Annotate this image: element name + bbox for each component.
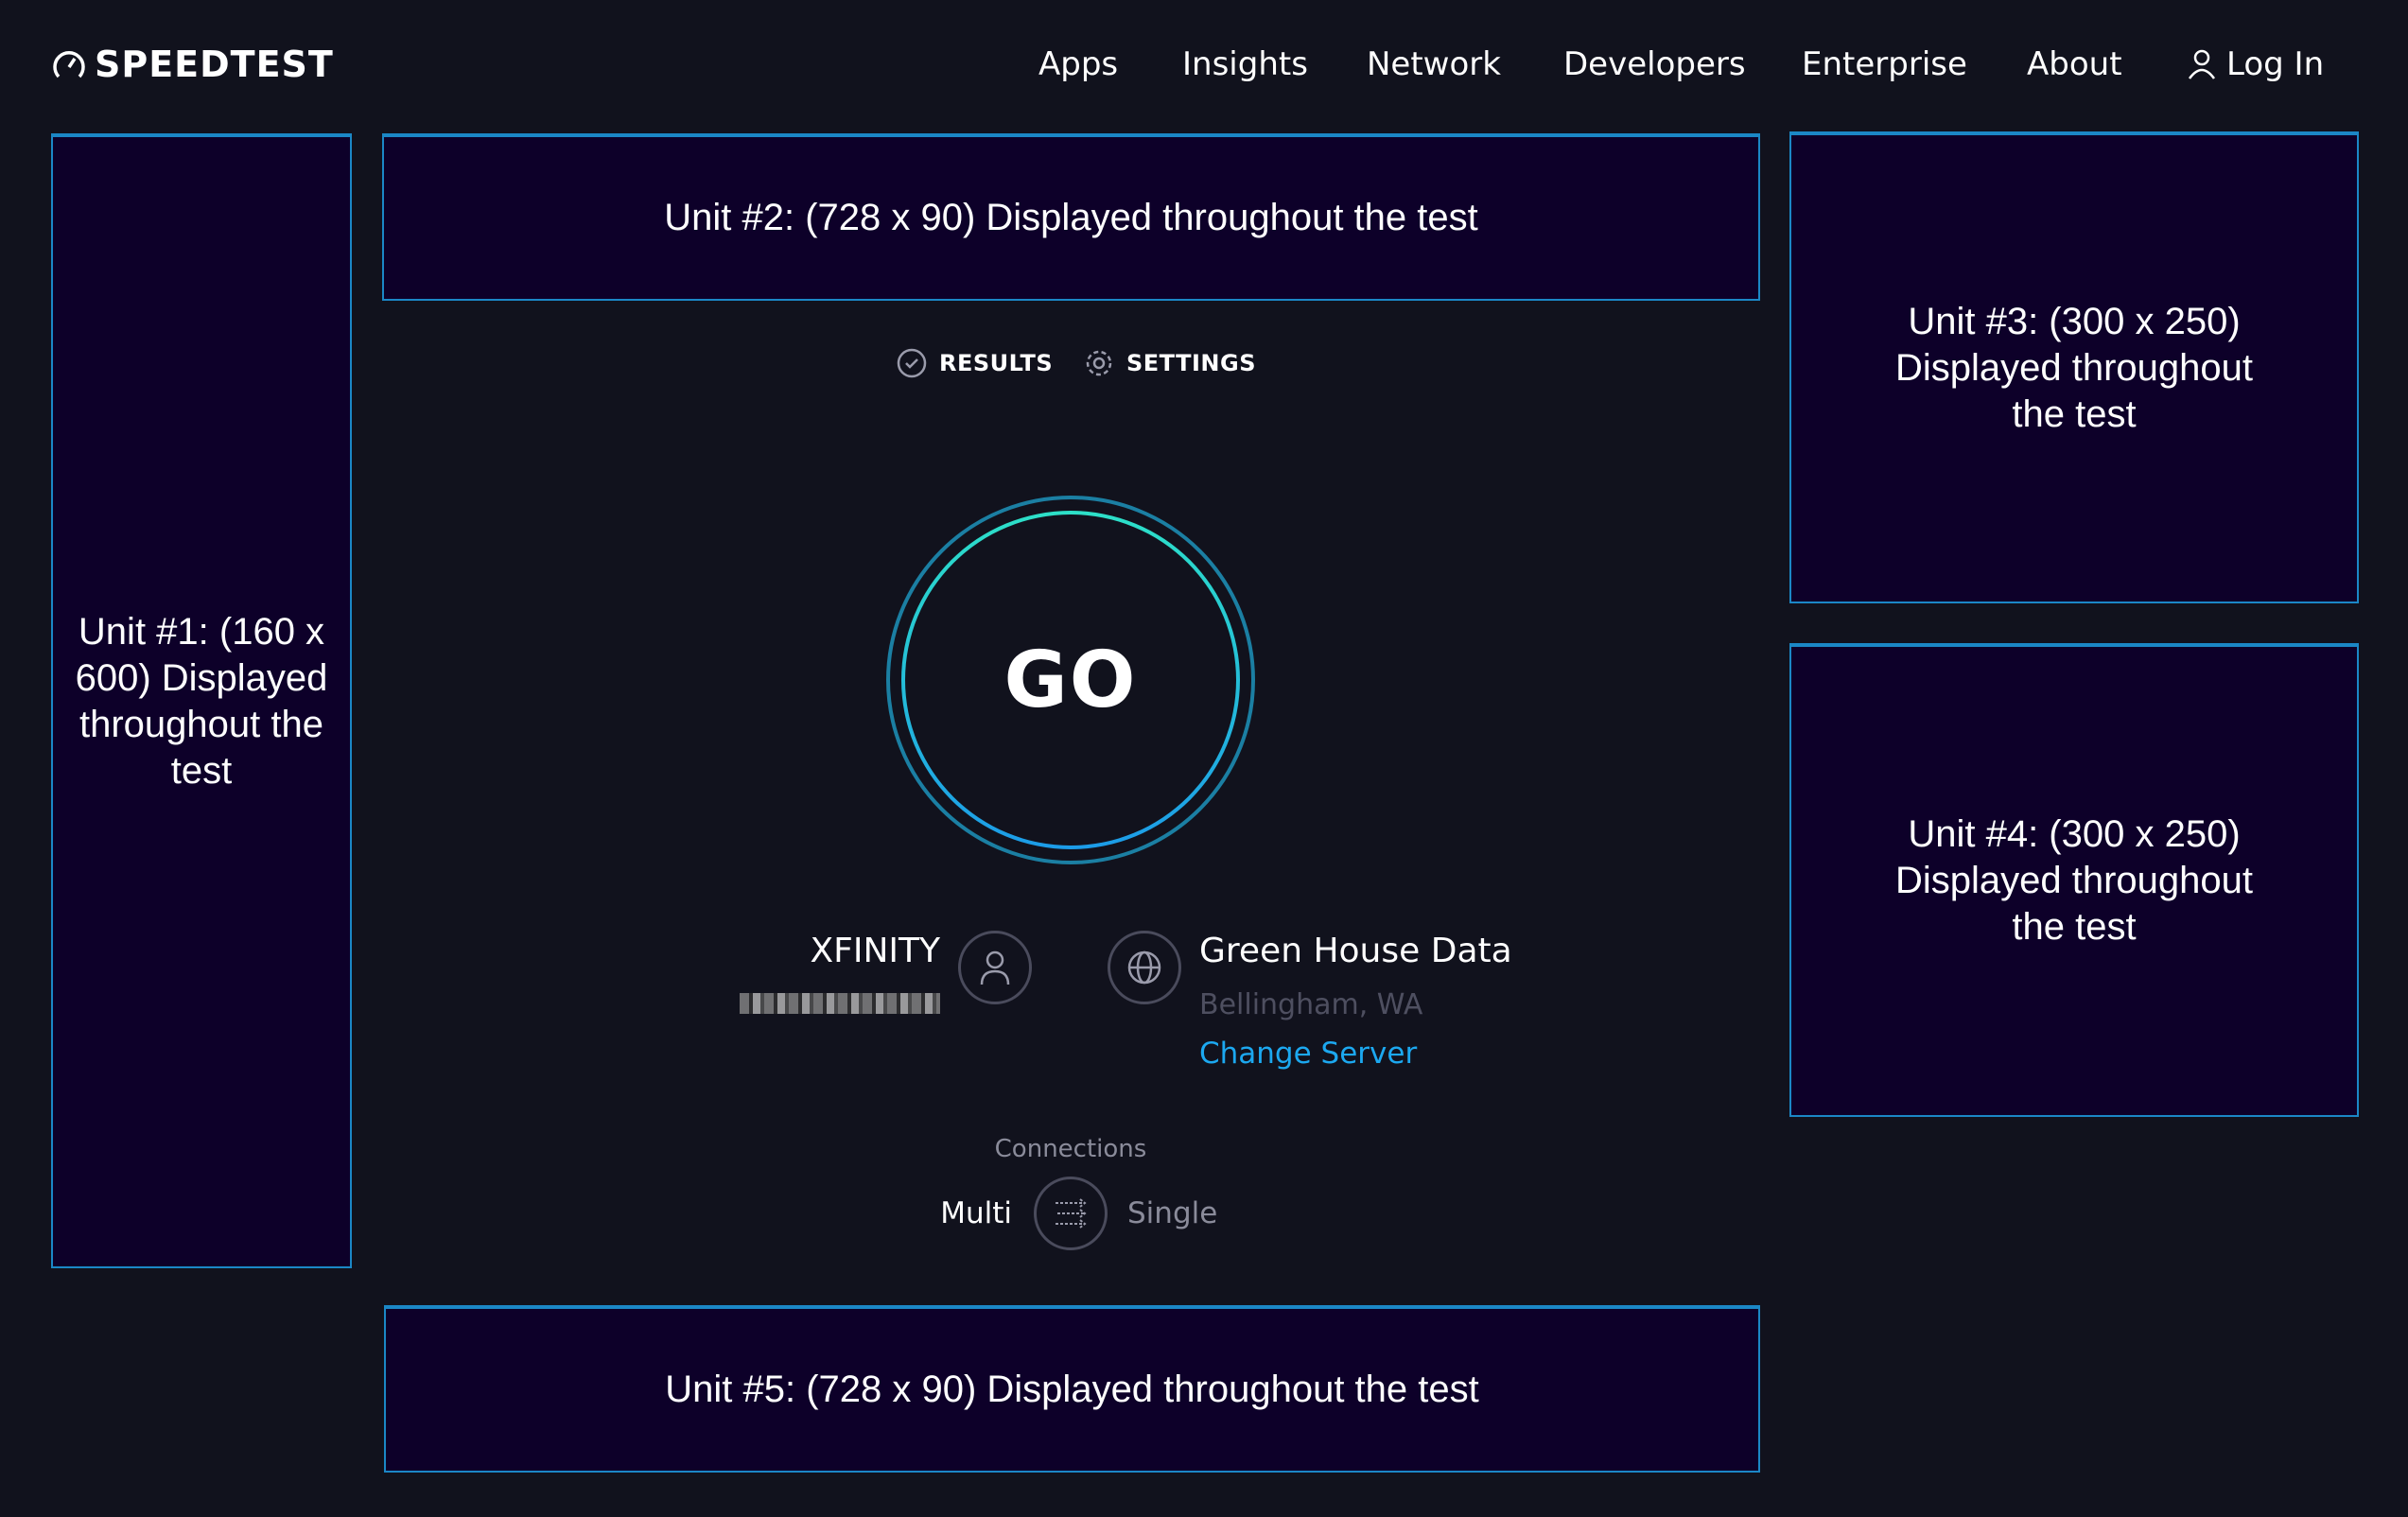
tab-results-label: RESULTS xyxy=(939,350,1054,376)
ad-unit-4[interactable]: Unit #4: (300 x 250) Displayed throughou… xyxy=(1789,643,2359,1117)
ad-unit-5[interactable]: Unit #5: (728 x 90) Displayed throughout… xyxy=(384,1305,1760,1473)
user-icon xyxy=(980,950,1010,985)
speedometer-icon xyxy=(53,51,85,78)
connections-toggle[interactable] xyxy=(1034,1177,1108,1250)
nav-apps[interactable]: Apps xyxy=(1038,45,1119,83)
multi-connection-arrows-icon xyxy=(1056,1198,1087,1229)
isp-icon-circle xyxy=(958,931,1032,1004)
nav-network[interactable]: Network xyxy=(1367,45,1501,83)
server-location: Bellingham, WA xyxy=(1199,988,1423,1021)
connections-multi[interactable]: Multi xyxy=(940,1196,1012,1230)
speedtest-logo[interactable]: SPEEDTEST xyxy=(51,44,334,85)
change-server-link[interactable]: Change Server xyxy=(1199,1037,1418,1071)
login-link[interactable]: Log In xyxy=(2187,44,2324,85)
globe-icon xyxy=(1127,950,1161,985)
logo-text: SPEEDTEST xyxy=(95,44,334,85)
tab-results[interactable]: RESULTS xyxy=(896,347,1053,379)
nav-about[interactable]: About xyxy=(2027,45,2122,83)
go-button-ring xyxy=(886,496,1255,864)
nav-insights[interactable]: Insights xyxy=(1182,45,1308,83)
redacted-ip xyxy=(740,993,940,1014)
ad-unit-3[interactable]: Unit #3: (300 x 250) Displayed throughou… xyxy=(1789,131,2359,603)
nav-enterprise[interactable]: Enterprise xyxy=(1802,45,1967,83)
login-label: Log In xyxy=(2226,45,2325,83)
tab-settings-label: SETTINGS xyxy=(1126,350,1256,376)
user-icon xyxy=(2188,49,2216,79)
server-name: Green House Data xyxy=(1199,932,1512,970)
connections-label: Connections xyxy=(994,1135,1147,1163)
check-circle-icon xyxy=(897,348,927,378)
go-button[interactable]: GO xyxy=(901,511,1240,849)
isp-name: XFINITY xyxy=(810,932,940,970)
ad-unit-1[interactable]: Unit #1: (160 x 600) Displayed throughou… xyxy=(51,133,352,1268)
connections-single[interactable]: Single xyxy=(1127,1196,1218,1230)
gear-icon xyxy=(1086,350,1112,376)
nav-developers[interactable]: Developers xyxy=(1563,45,1746,83)
tab-settings[interactable]: SETTINGS xyxy=(1083,347,1256,379)
server-icon-circle[interactable] xyxy=(1108,931,1181,1004)
ad-unit-2[interactable]: Unit #2: (728 x 90) Displayed throughout… xyxy=(382,133,1760,301)
